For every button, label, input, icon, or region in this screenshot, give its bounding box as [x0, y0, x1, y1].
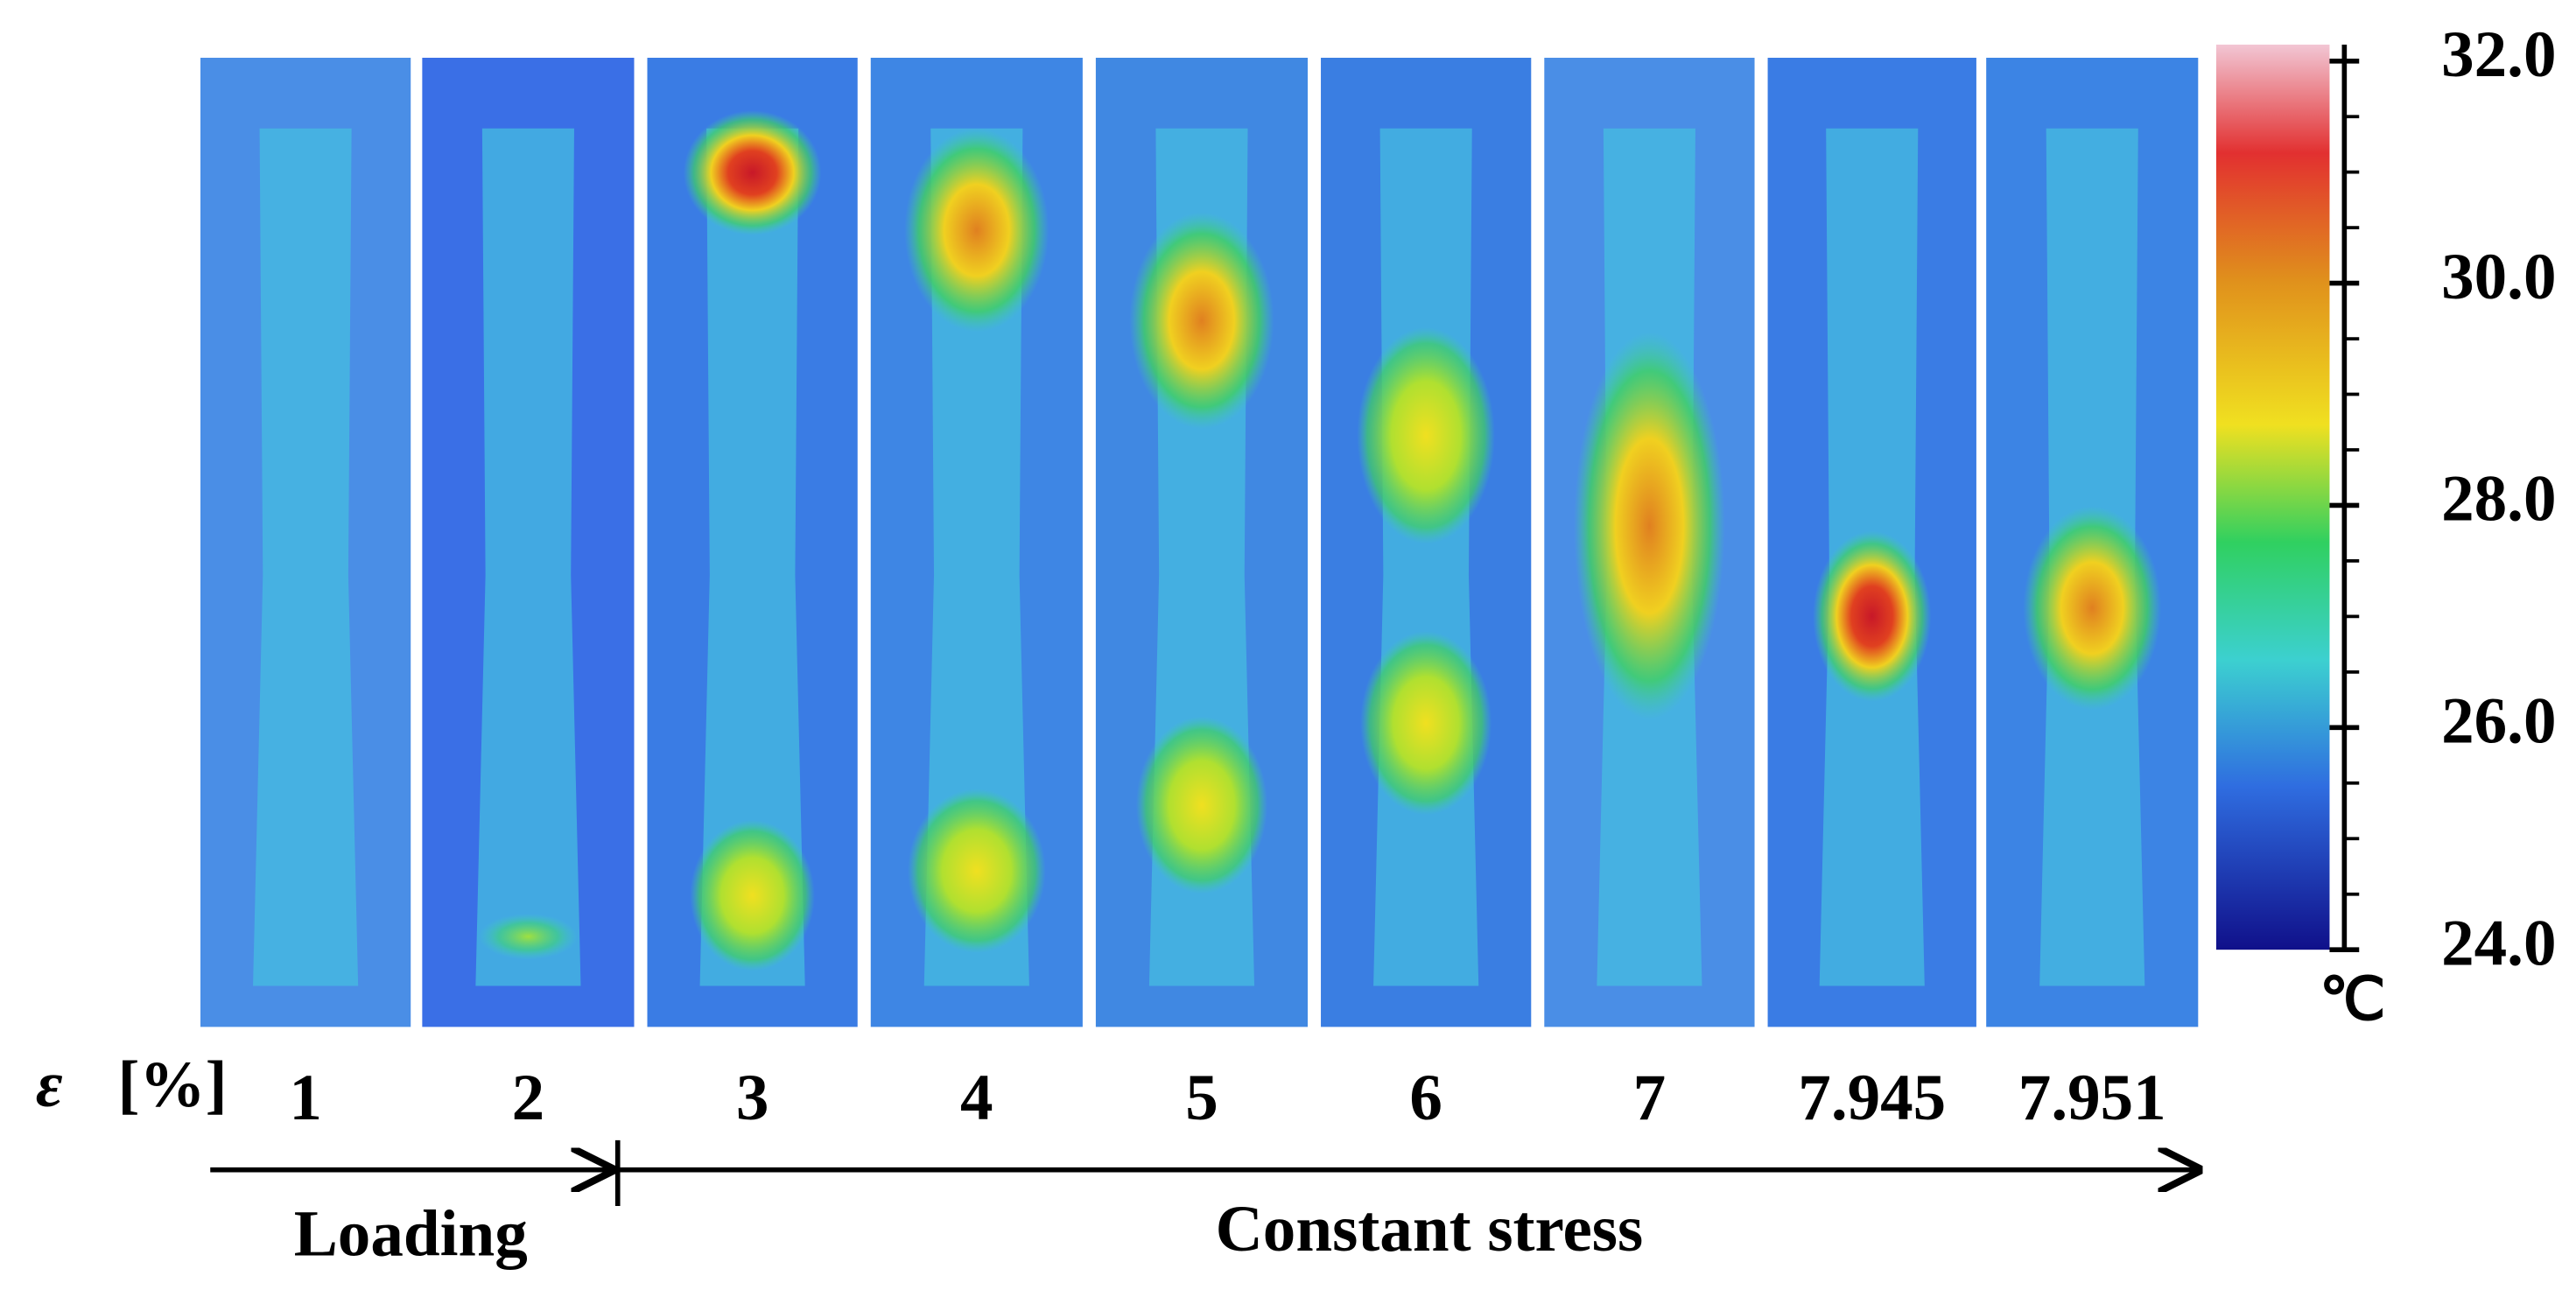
specimen: [253, 128, 359, 986]
strain-label: 3: [736, 1062, 769, 1134]
strain-label: 5: [1185, 1062, 1218, 1134]
hot-spot: [2023, 506, 2162, 711]
hot-spot: [1357, 326, 1495, 544]
hot-spot: [907, 789, 1046, 953]
strain-unit: [%]: [118, 1048, 228, 1121]
strain-label: 7.945: [1798, 1062, 1946, 1134]
hot-spot: [904, 128, 1049, 333]
hot-spot: [1574, 332, 1725, 720]
hot-spot: [690, 819, 815, 971]
hot-spot: [1135, 716, 1268, 894]
specimen: [923, 128, 1029, 986]
strain-label: 7.951: [2018, 1062, 2166, 1134]
strain-symbol: ε: [36, 1048, 63, 1121]
hot-spot: [479, 913, 578, 960]
colorbar-tick-label: 32.0: [2441, 18, 2556, 91]
hot-spot: [1813, 530, 1932, 702]
hot-spot: [1360, 631, 1492, 816]
colorbar-tick-label: 28.0: [2441, 463, 2556, 536]
strain-label: 2: [512, 1062, 545, 1134]
hot-spot: [683, 110, 822, 235]
hot-spot: [1129, 212, 1274, 430]
strain-label: 1: [289, 1062, 322, 1134]
specimen: [1373, 128, 1479, 986]
colorbar-unit: ℃: [2320, 966, 2386, 1032]
colorbar-tick-label: 30.0: [2441, 241, 2556, 313]
specimen: [475, 128, 581, 986]
phase-label: Constant stress: [1216, 1193, 1644, 1265]
specimen: [699, 128, 805, 986]
strain-label: 4: [960, 1062, 993, 1134]
colorbar: [2215, 44, 2330, 950]
colorbar-tick-label: 24.0: [2441, 907, 2556, 979]
strain-label: 6: [1409, 1062, 1442, 1134]
colorbar-tick-label: 26.0: [2441, 685, 2556, 758]
strain-label: 7: [1633, 1062, 1667, 1134]
phase-label: Loading: [294, 1198, 528, 1271]
